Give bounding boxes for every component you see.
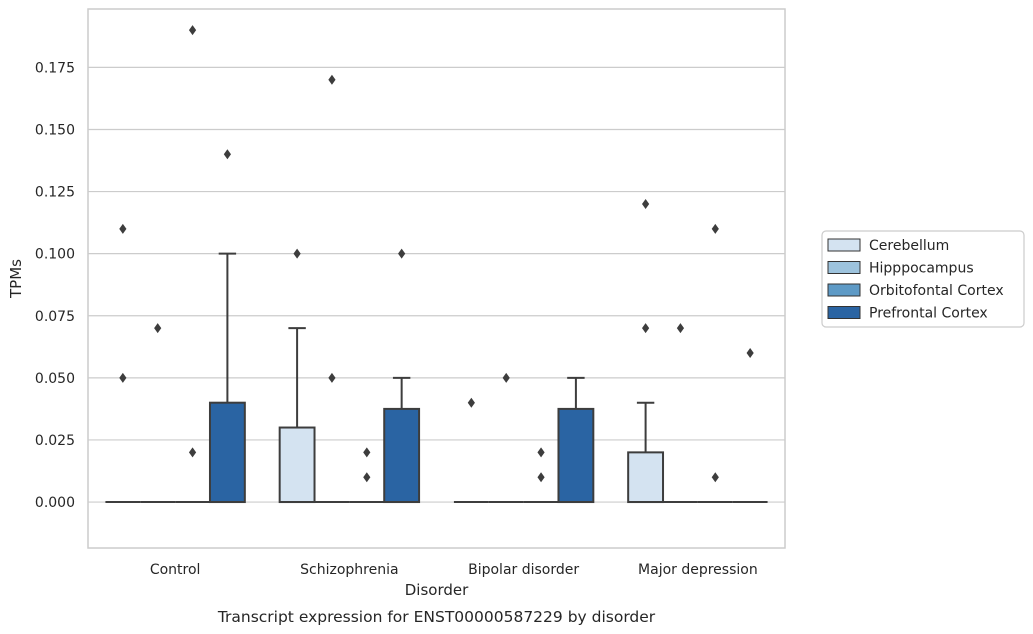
outlier-point bbox=[537, 447, 545, 458]
y-tick-label: 0.125 bbox=[35, 185, 75, 201]
outlier-point bbox=[398, 248, 406, 259]
y-tick-label: 0.100 bbox=[35, 247, 75, 263]
outlier-point bbox=[154, 323, 162, 334]
y-tick-label: 0.050 bbox=[35, 371, 75, 387]
outlier-point bbox=[746, 348, 754, 359]
legend-label: Cerebellum bbox=[869, 238, 949, 254]
outlier-point bbox=[676, 323, 685, 334]
y-tick-label: 0.025 bbox=[35, 433, 75, 449]
x-tick-label: Major depression bbox=[638, 562, 758, 578]
outlier-point bbox=[642, 323, 650, 334]
y-tick-labels: 0.000 0.025 0.050 0.075 0.100 0.125 0.150 0.175 bbox=[35, 60, 75, 511]
legend-frame bbox=[821, 230, 1025, 328]
y-tick-label: 0.000 bbox=[35, 495, 75, 511]
outlier-point bbox=[537, 472, 545, 483]
legend-swatch bbox=[827, 261, 861, 274]
outlier-point bbox=[223, 149, 231, 160]
box-body bbox=[557, 407, 595, 504]
outlier-point bbox=[711, 472, 719, 483]
box-body bbox=[278, 426, 316, 504]
legend-label: Orbitofontal Cortex bbox=[869, 283, 1004, 299]
legend: Cerebellum Hipppocampus Orbitofontal Corte… bbox=[821, 230, 1025, 328]
box-body bbox=[627, 451, 665, 504]
outlier-point bbox=[363, 472, 371, 483]
outlier-point bbox=[642, 198, 650, 209]
outlier-point bbox=[711, 223, 719, 234]
outlier-point bbox=[502, 372, 510, 383]
legend-swatch bbox=[827, 306, 861, 319]
box-cerebellum bbox=[278, 327, 316, 504]
x-axis-label: Disorder bbox=[405, 581, 469, 599]
legend-swatch bbox=[827, 283, 861, 297]
x-tick-label: Schizophrenia bbox=[300, 562, 398, 578]
legend-label: Hipppocampus bbox=[869, 261, 974, 277]
outlier-point bbox=[293, 248, 301, 259]
box-prefrontal-cortex bbox=[208, 252, 246, 504]
plot-frame bbox=[87, 8, 786, 549]
outlier-point bbox=[119, 223, 127, 234]
outlier-point bbox=[188, 25, 197, 36]
outlier-point bbox=[328, 74, 336, 85]
outlier-point bbox=[328, 372, 336, 383]
outlier-point bbox=[363, 447, 371, 458]
outlier-point bbox=[188, 447, 197, 458]
box-prefrontal-cortex bbox=[383, 376, 421, 504]
x-tick-label: Control bbox=[150, 562, 201, 578]
outlier-point bbox=[119, 372, 127, 383]
outlier-point bbox=[467, 397, 475, 408]
box-body bbox=[208, 401, 246, 504]
gridlines bbox=[88, 66, 785, 503]
y-tick-label: 0.175 bbox=[35, 60, 75, 76]
x-tick-label: Bipolar disorder bbox=[468, 562, 579, 578]
boxes bbox=[105, 252, 768, 504]
outliers bbox=[119, 25, 754, 483]
box-body bbox=[383, 407, 421, 504]
box-cerebellum bbox=[627, 401, 665, 504]
x-tick-labels: Control Schizophrenia Bipolar disorder Majo… bbox=[150, 562, 758, 578]
box-prefrontal-cortex bbox=[557, 376, 595, 504]
legend-swatch bbox=[827, 238, 861, 252]
y-axis-label: TPMs bbox=[7, 259, 25, 299]
y-tick-label: 0.075 bbox=[35, 309, 75, 325]
legend-label: Prefrontal Cortex bbox=[869, 306, 988, 322]
y-tick-label: 0.150 bbox=[35, 122, 75, 138]
figure-caption: Transcript expression for ENST0000058722… bbox=[217, 608, 656, 626]
